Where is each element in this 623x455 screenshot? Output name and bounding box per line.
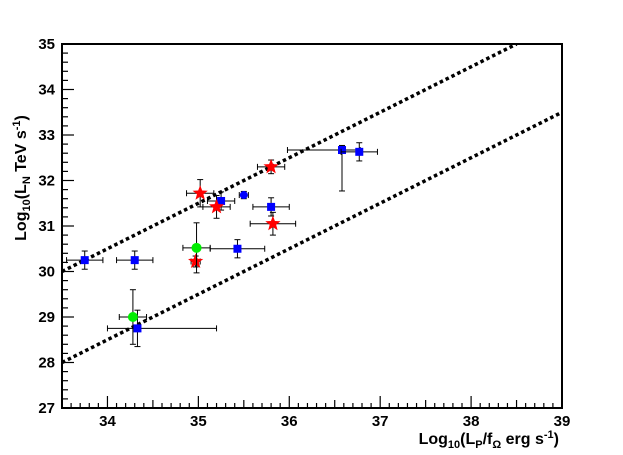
data-point-square [66, 250, 104, 270]
square-marker [338, 146, 346, 155]
x-axis-title: Log10(LP/fΩ erg s-1) [419, 429, 559, 451]
circle-marker [239, 191, 248, 200]
guide-lines [62, 44, 562, 365]
square-marker [355, 147, 364, 156]
data-points [66, 142, 378, 348]
square-marker [267, 202, 276, 211]
y-tick-label: 30 [38, 264, 55, 281]
star-marker [192, 185, 208, 200]
y-tick-label: 31 [38, 218, 55, 235]
y-tick-label: 28 [38, 355, 55, 372]
data-point-circle [182, 222, 211, 274]
y-tick-label: 34 [38, 82, 55, 99]
plot-frame [61, 43, 563, 409]
data-point-circle [238, 190, 249, 200]
data-point-star [202, 195, 231, 219]
circle-marker [191, 242, 202, 253]
x-tick-label: 35 [190, 413, 207, 430]
x-tick-label: 36 [281, 413, 298, 430]
square-marker [217, 196, 226, 205]
dotted-guide-line-2 [62, 110, 562, 365]
square-marker [130, 256, 139, 265]
y-tick-label: 29 [38, 309, 55, 326]
star-marker [265, 215, 281, 231]
x-tick-label: 39 [554, 413, 571, 430]
data-point-square [209, 239, 266, 259]
x-tick-label: 34 [99, 413, 116, 430]
x-tick-label: 38 [463, 413, 480, 430]
y-tick-label: 27 [38, 400, 55, 417]
data-point-star [188, 253, 204, 268]
data-point-square [106, 309, 218, 348]
data-point-star [256, 158, 286, 175]
data-point-star [186, 179, 215, 208]
circle-marker [127, 312, 138, 322]
y-tick-label: 35 [38, 36, 55, 53]
star-marker [208, 198, 225, 214]
square-marker [80, 256, 89, 265]
data-point-star [249, 211, 297, 236]
data-point-square [116, 250, 154, 270]
data-point-circle [118, 289, 148, 345]
dotted-guide-line-1 [62, 44, 518, 274]
data-point-square [340, 142, 378, 162]
y-tick-label: 33 [38, 127, 55, 144]
star-marker [263, 158, 279, 174]
square-marker [133, 324, 142, 333]
data-point-square [252, 197, 290, 217]
x-tick-label: 37 [372, 413, 389, 430]
square-marker [233, 244, 242, 253]
star-marker [188, 253, 204, 268]
axis-ticks: 34 35 36 37 38 39 27 28 29 30 31 32 33 34 35 [38, 36, 570, 430]
y-tick-label: 32 [38, 173, 55, 190]
y-axis-title: Log10(LN TeV s-1) [11, 115, 33, 241]
